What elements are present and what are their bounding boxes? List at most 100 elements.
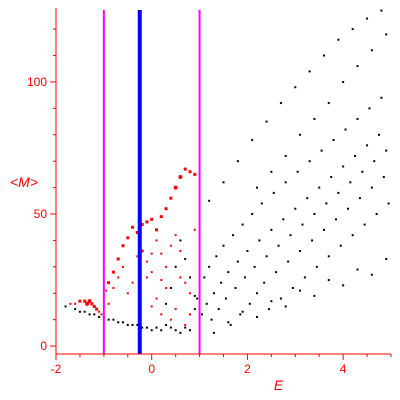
data-point-black xyxy=(344,128,347,131)
data-point-black xyxy=(203,276,206,279)
data-point-black xyxy=(248,302,251,305)
data-point-black xyxy=(387,202,390,205)
data-point-black xyxy=(155,326,158,329)
data-point-black xyxy=(358,197,361,200)
data-point-red xyxy=(169,244,172,247)
data-point-black xyxy=(227,321,230,324)
data-point-black xyxy=(366,144,369,147)
data-point-black xyxy=(334,218,337,221)
data-point-black xyxy=(380,9,383,12)
data-point-black xyxy=(215,255,218,258)
data-point-black xyxy=(313,213,316,216)
data-point-black xyxy=(339,244,342,247)
data-point-black xyxy=(169,326,172,329)
data-point-black xyxy=(260,202,263,205)
data-point-black xyxy=(174,265,177,268)
data-point-black xyxy=(246,249,249,252)
data-point-black xyxy=(141,326,144,329)
data-point-black xyxy=(210,318,213,321)
data-point-black xyxy=(363,223,366,226)
data-point-black xyxy=(275,271,278,274)
data-point-black xyxy=(361,170,364,173)
data-point-black xyxy=(385,33,388,36)
data-point-red xyxy=(179,249,182,252)
data-point-black xyxy=(74,308,77,311)
data-point-black xyxy=(368,107,371,110)
data-point-black xyxy=(337,38,340,41)
data-point-black xyxy=(306,197,309,200)
data-point-black xyxy=(229,323,232,326)
data-point-red xyxy=(122,265,124,268)
data-point-black xyxy=(277,244,280,247)
data-point-black xyxy=(208,199,211,202)
data-point-red xyxy=(90,302,94,306)
data-point-black xyxy=(315,265,318,268)
data-point-black xyxy=(370,186,373,189)
data-point-red xyxy=(111,270,115,274)
ticks: -2 0 2 4 0 50 100 xyxy=(27,28,392,376)
data-point-black xyxy=(356,65,359,68)
data-point-red xyxy=(193,172,197,176)
data-point-black xyxy=(356,268,359,271)
data-point-red xyxy=(184,281,187,284)
data-point-black xyxy=(258,239,261,242)
y-tick-label: 100 xyxy=(27,75,47,89)
data-point-black xyxy=(122,321,124,324)
data-point-red xyxy=(183,167,187,171)
data-point-red xyxy=(87,299,92,304)
data-point-black xyxy=(189,276,191,279)
x-axis-title: E xyxy=(274,377,284,393)
data-point-black xyxy=(145,326,148,329)
data-point-black xyxy=(169,286,172,289)
data-point-red xyxy=(116,257,120,261)
data-point-red xyxy=(131,281,134,284)
data-point-black xyxy=(366,17,369,20)
data-point-red xyxy=(150,271,153,274)
data-point-black xyxy=(382,176,385,179)
data-point-red xyxy=(126,292,129,295)
data-point-red xyxy=(164,207,168,211)
data-point-red xyxy=(189,313,191,316)
data-point-black xyxy=(291,286,294,289)
data-point-black xyxy=(373,160,376,163)
data-point-red xyxy=(85,301,90,306)
data-point-black xyxy=(232,234,235,237)
data-point-black xyxy=(241,223,244,226)
data-point-black xyxy=(239,313,242,316)
data-point-black xyxy=(227,271,230,274)
data-point-black xyxy=(112,318,115,321)
data-point-red xyxy=(95,307,99,311)
data-point-black xyxy=(88,313,91,316)
data-point-red xyxy=(107,302,110,305)
data-point-black xyxy=(287,260,290,263)
data-point-black xyxy=(303,276,306,279)
data-point-black xyxy=(270,170,273,173)
data-point-black xyxy=(308,70,311,73)
data-point-red xyxy=(179,276,182,279)
y-tick-label: 50 xyxy=(34,207,48,221)
data-point-black xyxy=(189,329,191,332)
data-point-black xyxy=(294,86,297,89)
data-point-black xyxy=(327,255,330,258)
data-point-black xyxy=(279,297,282,300)
data-point-black xyxy=(342,80,345,83)
data-point-black xyxy=(272,191,275,194)
data-point-black xyxy=(236,260,239,263)
data-point-black xyxy=(296,170,299,173)
x-tick-label: 0 xyxy=(148,362,155,376)
data-point-black xyxy=(107,318,110,321)
data-point-black xyxy=(251,213,254,216)
data-point-red xyxy=(189,292,191,295)
data-point-red xyxy=(92,304,96,308)
data-point-black xyxy=(256,186,258,189)
data-point-red xyxy=(69,302,72,305)
data-point-red xyxy=(160,279,163,282)
data-point-black xyxy=(117,321,120,324)
data-point-black xyxy=(294,207,297,210)
data-point-red xyxy=(100,313,103,316)
data-point-red xyxy=(169,318,172,321)
data-point-black xyxy=(284,154,287,157)
data-point-black xyxy=(325,202,328,205)
red-point-series xyxy=(69,167,201,326)
data-point-black xyxy=(313,294,316,297)
